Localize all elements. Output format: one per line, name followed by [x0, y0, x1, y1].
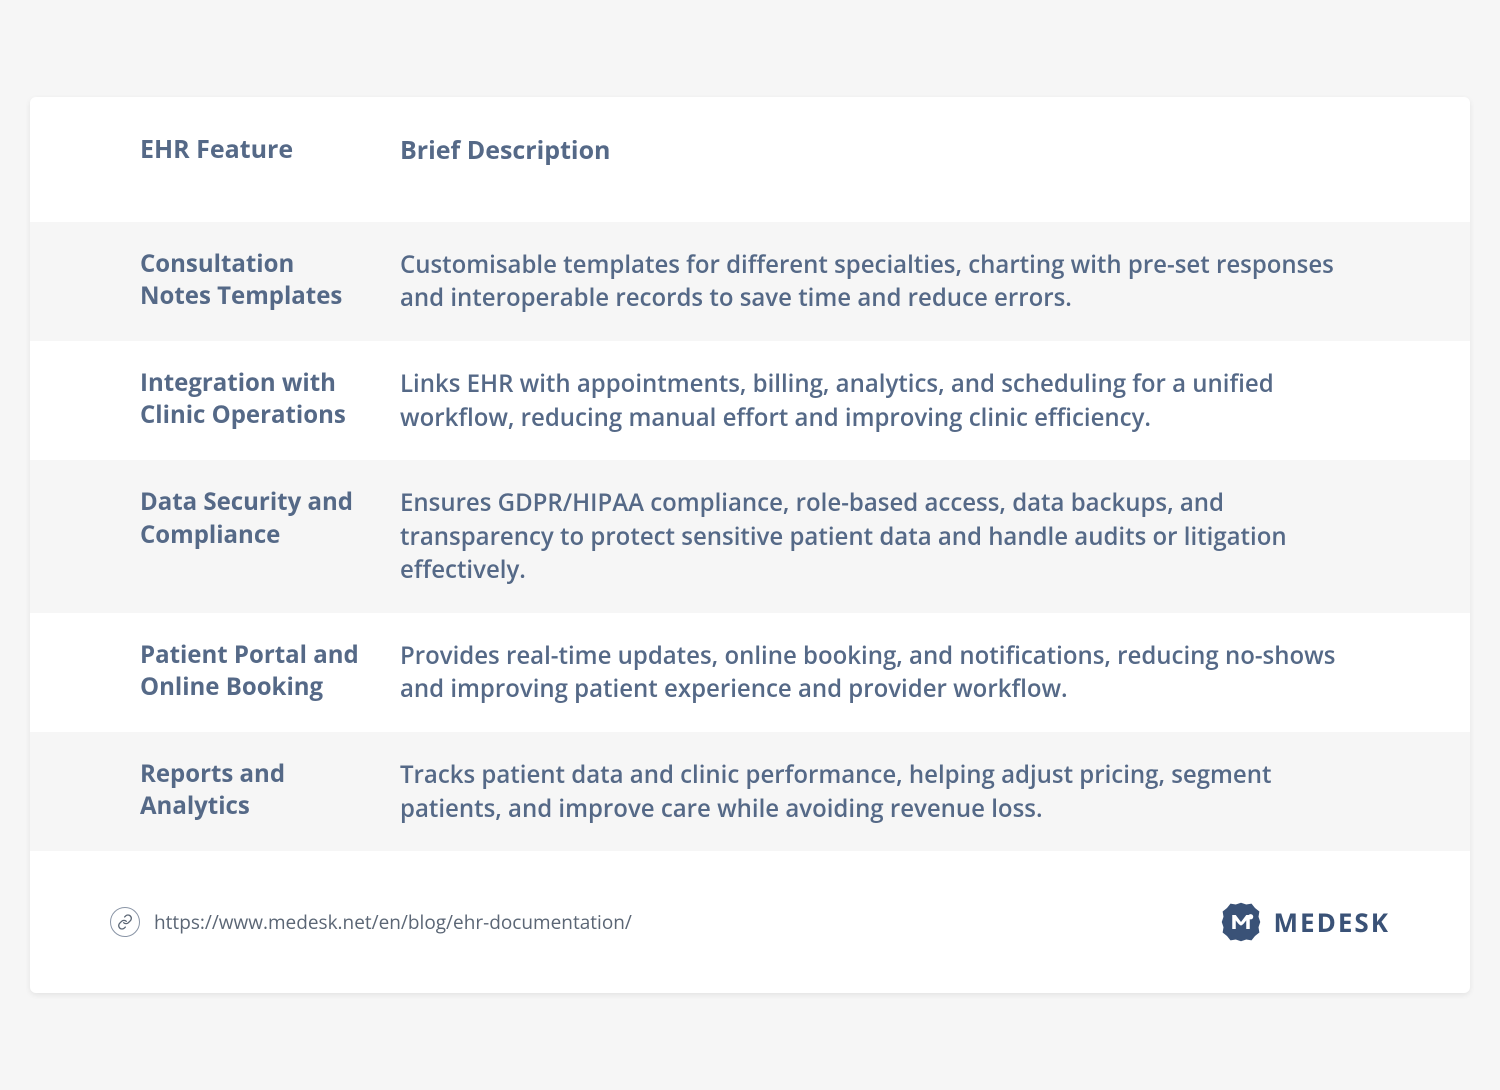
card-footer: https://www.medesk.net/en/blog/ehr-docum…	[30, 851, 1470, 993]
feature-description: Customisable templates for different spe…	[400, 248, 1470, 315]
table-row: Reports and Analytics Tracks patient dat…	[30, 732, 1470, 851]
column-header-feature: EHR Feature	[30, 133, 400, 168]
feature-description: Ensures GDPR/HIPAA compliance, role-base…	[400, 486, 1470, 587]
brand-name: MEDESK	[1274, 904, 1390, 940]
column-header-description: Brief Description	[400, 133, 1470, 168]
table-row: Integration with Clinic Operations Links…	[30, 341, 1470, 460]
feature-description: Links EHR with appointments, billing, an…	[400, 367, 1470, 434]
feature-name: Data Security and Compliance	[30, 486, 400, 587]
feature-name: Reports and Analytics	[30, 758, 400, 825]
feature-table: EHR Feature Brief Description Consultati…	[30, 97, 1470, 852]
table-row: Data Security and Compliance Ensures GDP…	[30, 460, 1470, 613]
table-row: Consultation Notes Templates Customisabl…	[30, 222, 1470, 341]
brand-logo: MEDESK	[1220, 901, 1390, 943]
feature-name: Patient Portal and Online Booking	[30, 639, 400, 706]
table-header-row: EHR Feature Brief Description	[30, 97, 1470, 222]
source-url: https://www.medesk.net/en/blog/ehr-docum…	[154, 909, 632, 935]
card: EHR Feature Brief Description Consultati…	[30, 97, 1470, 994]
feature-description: Provides real-time updates, online booki…	[400, 639, 1470, 706]
table-row: Patient Portal and Online Booking Provid…	[30, 613, 1470, 732]
source-link[interactable]: https://www.medesk.net/en/blog/ehr-docum…	[110, 907, 632, 937]
feature-name: Integration with Clinic Operations	[30, 367, 400, 434]
link-icon	[110, 907, 140, 937]
feature-name: Consultation Notes Templates	[30, 248, 400, 315]
feature-description: Tracks patient data and clinic performan…	[400, 758, 1470, 825]
brand-badge-icon	[1220, 901, 1262, 943]
